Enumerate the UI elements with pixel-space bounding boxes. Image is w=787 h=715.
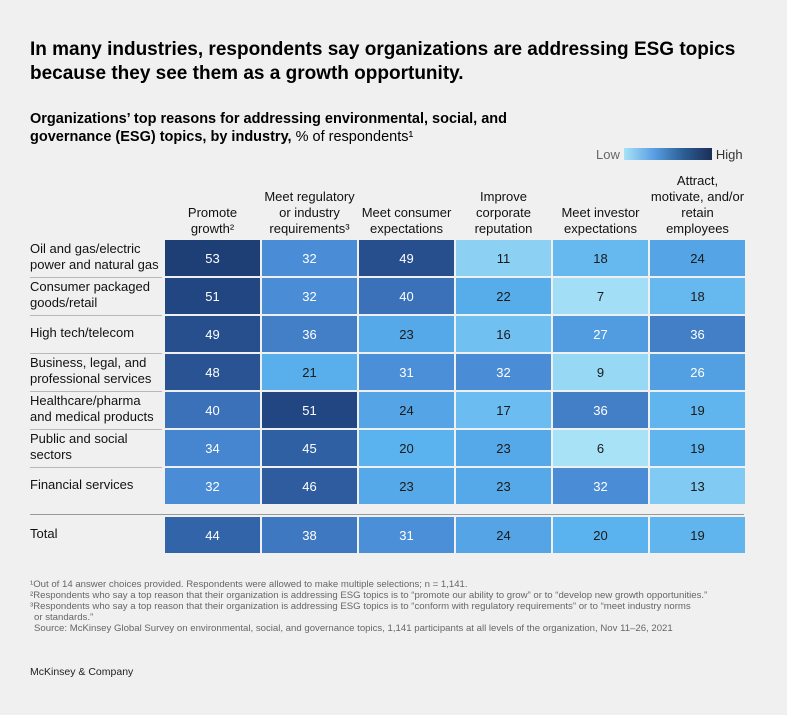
- subtitle-unit: % of respondents¹: [291, 129, 414, 145]
- row-divider: [30, 429, 162, 430]
- legend-low-label: Low: [596, 146, 620, 162]
- subtitle-bold: Organizations’ top reasons for addressin…: [30, 111, 507, 145]
- heatmap-cell-2: 46: [262, 468, 357, 504]
- headline: In many industries, respondents say orga…: [30, 39, 736, 84]
- row-divider: [30, 353, 162, 354]
- source-note: Source: McKinsey Global Survey on enviro…: [34, 623, 673, 634]
- total-cell-3: 31: [359, 517, 454, 553]
- column-header-6: Attract, motivate, and/or retain employe…: [650, 173, 745, 236]
- total-cell-6: 19: [650, 517, 745, 553]
- heatmap-cell-4: 11: [456, 240, 551, 276]
- heatmap-cell-4: 32: [456, 354, 551, 390]
- total-cell-1: 44: [165, 517, 260, 553]
- row-label-total: Total: [30, 526, 58, 541]
- heatmap-cell-5: 32: [553, 468, 648, 504]
- row-label-oil-and-gas-electric-pow: Oil and gas/electric power and natural g…: [30, 241, 159, 272]
- heatmap-cell-3: 24: [359, 392, 454, 428]
- column-header-2: Meet regulatory or industry requirements…: [264, 189, 355, 236]
- footnote-3: ³Respondents who say a top reason that t…: [30, 601, 691, 612]
- heatmap-cell-3: 31: [359, 354, 454, 390]
- total-cell-4: 24: [456, 517, 551, 553]
- heatmap-cell-3: 40: [359, 278, 454, 314]
- heatmap-cell-1: 48: [165, 354, 260, 390]
- row-label-business-legal-and-profe: Business, legal, and professional servic…: [30, 355, 152, 386]
- heatmap-cell-6: 36: [650, 316, 745, 352]
- row-divider: [30, 277, 162, 278]
- chart-subtitle: Organizations’ top reasons for addressin…: [30, 110, 590, 146]
- heatmap-cell-5: 18: [553, 240, 648, 276]
- heatmap-cell-5: 7: [553, 278, 648, 314]
- column-header-4: Improve corporate reputation: [474, 189, 533, 236]
- heatmap-cell-5: 27: [553, 316, 648, 352]
- heatmap-cell-4: 17: [456, 392, 551, 428]
- heatmap-cell-2: 45: [262, 430, 357, 466]
- row-label-consumer-packaged-goods-: Consumer packaged goods/retail: [30, 279, 150, 310]
- heatmap-cell-3: 49: [359, 240, 454, 276]
- heatmap-cell-1: 51: [165, 278, 260, 314]
- column-header-1: Promote growth²: [187, 205, 238, 236]
- total-divider: [30, 514, 744, 515]
- total-cell-5: 20: [553, 517, 648, 553]
- heatmap-cell-2: 21: [262, 354, 357, 390]
- footnote-2: ²Respondents who say a top reason that t…: [30, 590, 708, 601]
- heatmap-cell-4: 23: [456, 468, 551, 504]
- legend-gradient-bar: [623, 148, 712, 160]
- heatmap-cell-3: 20: [359, 430, 454, 466]
- row-divider: [30, 315, 162, 316]
- heatmap-cell-6: 13: [650, 468, 745, 504]
- footnote-1: ¹Out of 14 answer choices provided. Resp…: [30, 579, 468, 590]
- footnote-3-continued: or standards.”: [34, 612, 94, 623]
- row-label-financial-services: Financial services: [30, 477, 134, 492]
- legend-high-label: High: [715, 146, 743, 162]
- heatmap-cell-6: 19: [650, 392, 745, 428]
- heatmap-cell-1: 53: [165, 240, 260, 276]
- row-label-high-tech-telecom: High tech/telecom: [30, 325, 135, 340]
- heatmap-cell-1: 49: [165, 316, 260, 352]
- heatmap-cell-6: 24: [650, 240, 745, 276]
- heatmap-cell-2: 32: [262, 278, 357, 314]
- heatmap-cell-2: 36: [262, 316, 357, 352]
- row-divider: [30, 467, 162, 468]
- heatmap-cell-4: 16: [456, 316, 551, 352]
- total-cell-2: 38: [262, 517, 357, 553]
- brand-logo-text: McKinsey & Company: [30, 666, 134, 678]
- heatmap-cell-3: 23: [359, 316, 454, 352]
- heatmap-cell-6: 18: [650, 278, 745, 314]
- heatmap-cell-5: 6: [553, 430, 648, 466]
- heatmap-cell-1: 40: [165, 392, 260, 428]
- heatmap-cell-3: 23: [359, 468, 454, 504]
- heatmap-cell-5: 9: [553, 354, 648, 390]
- heatmap-cell-1: 32: [165, 468, 260, 504]
- footnotes: ¹Out of 14 answer choices provided. Resp…: [30, 579, 770, 634]
- heatmap-cell-4: 23: [456, 430, 551, 466]
- heatmap-cell-6: 19: [650, 430, 745, 466]
- heatmap-cell-1: 34: [165, 430, 260, 466]
- heatmap-cell-6: 26: [650, 354, 745, 390]
- color-legend: Low High: [596, 146, 743, 162]
- heatmap-cell-2: 32: [262, 240, 357, 276]
- heatmap-cell-2: 51: [262, 392, 357, 428]
- row-label-public-and-social-sector: Public and social sectors: [30, 431, 128, 462]
- heatmap-cell-4: 22: [456, 278, 551, 314]
- column-header-3: Meet consumer expectations: [361, 205, 452, 236]
- row-label-healthcare-pharma-and-me: Healthcare/pharma and medical products: [30, 393, 154, 424]
- row-divider: [30, 391, 162, 392]
- heatmap-cell-5: 36: [553, 392, 648, 428]
- column-header-5: Meet investor expectations: [561, 205, 640, 236]
